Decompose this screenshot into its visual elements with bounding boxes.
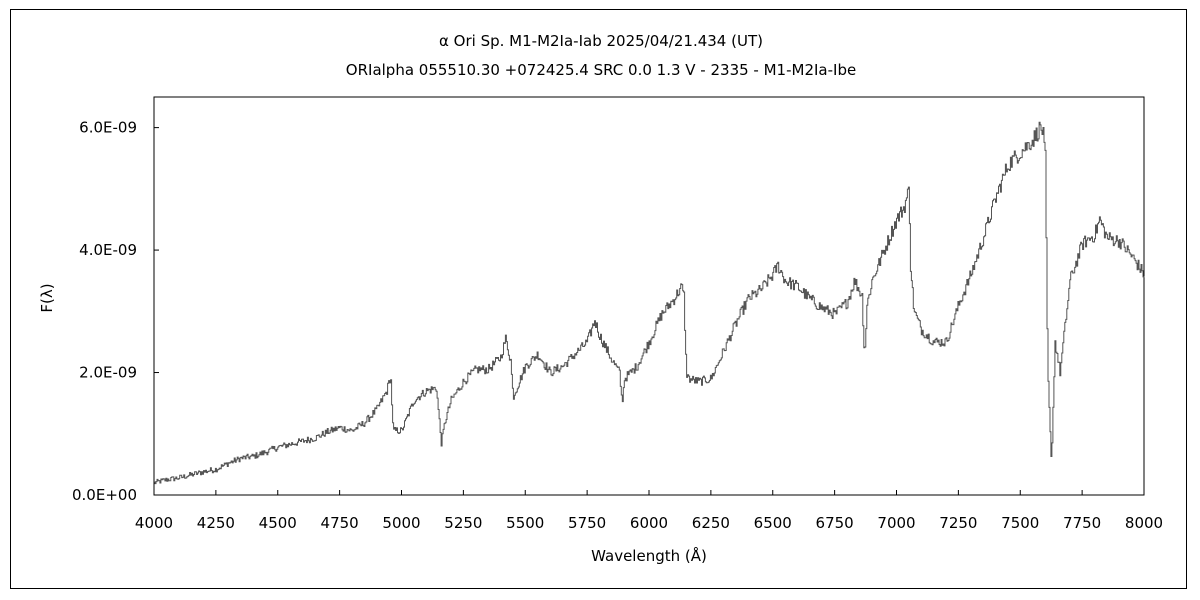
- chart-frame: [10, 9, 1187, 589]
- x-tick-label: 6000: [630, 514, 668, 532]
- y-tick-label: 0.0E+00: [72, 486, 137, 504]
- x-tick-label: 7000: [877, 514, 915, 532]
- x-tick-label: 6500: [754, 514, 792, 532]
- plot-area: [153, 96, 1145, 496]
- x-tick-label: 5000: [382, 514, 420, 532]
- x-tick-label: 7250: [939, 514, 977, 532]
- chart-subtitle: ORIalpha 055510.30 +072425.4 SRC 0.0 1.3…: [346, 61, 856, 79]
- y-axis: 0.0E+00 2.0E-09 4.0E-09 6.0E-09: [72, 119, 159, 504]
- spectrum-line: [154, 121, 1145, 485]
- x-tick-label: 4000: [135, 514, 173, 532]
- x-tick-label: 4500: [259, 514, 297, 532]
- chart-title: α Ori Sp. M1-M2Ia-Iab 2025/04/21.434 (UT…: [439, 32, 763, 50]
- x-tick-label: 6250: [692, 514, 730, 532]
- x-tick-label: 6750: [816, 514, 854, 532]
- series-layer: [154, 121, 1145, 485]
- x-axis-label: Wavelength (Å): [591, 546, 707, 565]
- y-tick-label: 2.0E-09: [79, 364, 137, 382]
- x-tick-label: 7500: [1001, 514, 1039, 532]
- x-tick-label: 5250: [444, 514, 482, 532]
- x-tick-label: 4750: [321, 514, 359, 532]
- x-axis: 4000 4250 4500 4750 5000 5250 5500 5750 6000 6250…: [135, 490, 1163, 532]
- y-axis-label: F(λ): [38, 283, 56, 312]
- x-tick-label: 8000: [1125, 514, 1163, 532]
- x-tick-label: 7750: [1063, 514, 1101, 532]
- x-tick-label: 4250: [197, 514, 235, 532]
- x-tick-label: 5500: [506, 514, 544, 532]
- y-tick-label: 6.0E-09: [79, 119, 137, 137]
- x-tick-label: 5750: [568, 514, 606, 532]
- y-tick-label: 4.0E-09: [79, 241, 137, 259]
